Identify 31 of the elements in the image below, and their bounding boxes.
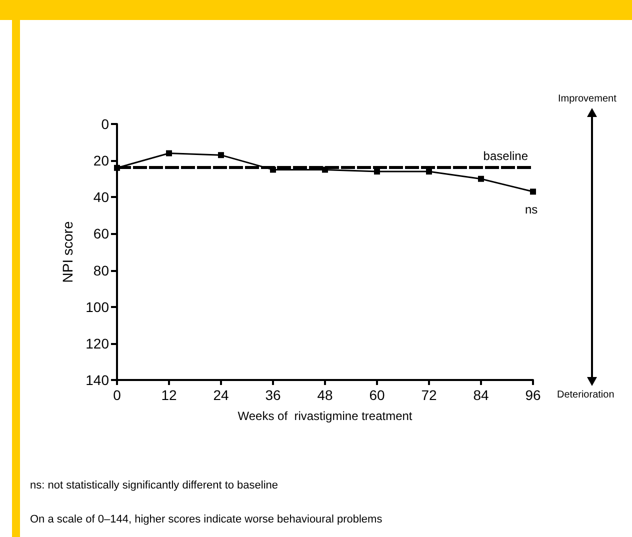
- y-tick-label: 100: [86, 298, 110, 315]
- y-tick-label: 140: [86, 372, 110, 388]
- text: ns: not statistically significantly different to baseline: [30, 480, 278, 492]
- x-tick-label: 12: [161, 387, 177, 403]
- ref-line-label: baseline: [483, 148, 528, 163]
- x-tick-label: 72: [421, 387, 437, 403]
- x-tick-label: 48: [317, 387, 333, 403]
- x-tick-label: 36: [265, 387, 281, 403]
- x-tick-label: 24: [213, 387, 229, 403]
- y-tick-label: 60: [93, 226, 110, 242]
- text: On a scale of 0–144, higher scores indicate worse behavioural problems: [30, 514, 383, 526]
- text: Improvement: [558, 94, 617, 104]
- x-tick-label: 60: [369, 387, 385, 403]
- point: [374, 168, 380, 175]
- point: [218, 152, 224, 158]
- y-tick-label: 40: [93, 189, 110, 206]
- y-tick-label: 20: [93, 152, 110, 169]
- annotation: ns: [525, 202, 538, 217]
- x-axis-title: Weeks of rivastigmine treatment: [238, 409, 413, 423]
- y-tick-label: 0: [101, 116, 110, 132]
- point: [426, 168, 432, 175]
- text: Deterioration: [557, 390, 614, 400]
- point: [478, 176, 484, 182]
- y-axis-title: NPI score: [60, 221, 76, 283]
- y-tick-label: 120: [86, 335, 110, 352]
- x-tick-label: 84: [473, 387, 489, 403]
- point: [530, 188, 536, 195]
- point: [166, 150, 172, 156]
- x-tick-label: 0: [113, 387, 122, 403]
- y-tick-label: 80: [93, 262, 110, 278]
- x-tick-label: 96: [525, 387, 541, 403]
